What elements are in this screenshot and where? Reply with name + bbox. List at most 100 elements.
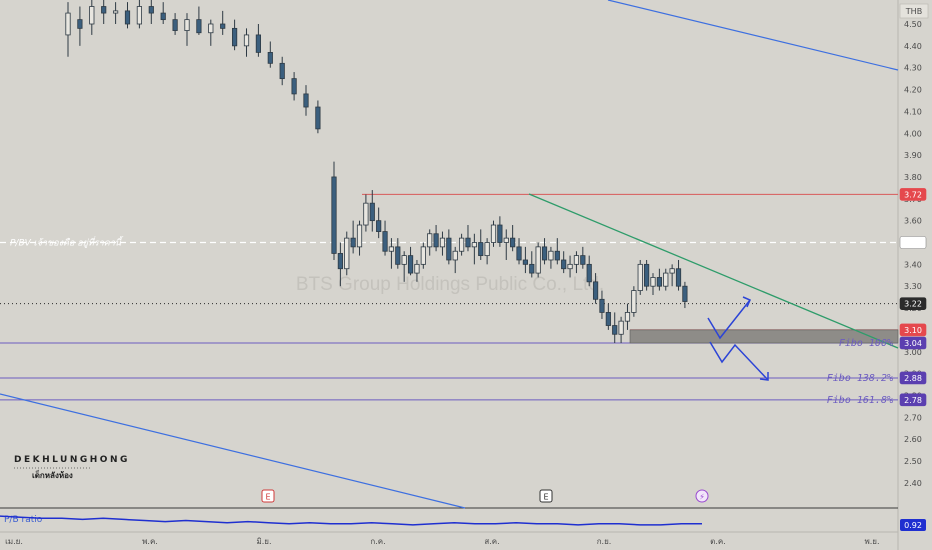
- candle-body[interactable]: [89, 6, 95, 25]
- candle-body[interactable]: [465, 237, 471, 248]
- candle-body[interactable]: [497, 224, 503, 243]
- trendline-blue-upper[interactable]: [607, 0, 899, 71]
- candle-body[interactable]: [484, 242, 490, 257]
- candle-body[interactable]: [136, 6, 142, 25]
- candle-body[interactable]: [554, 250, 560, 261]
- candle-body[interactable]: [388, 246, 395, 252]
- candle-body[interactable]: [160, 12, 166, 21]
- candle-body[interactable]: [446, 237, 452, 261]
- candle-body[interactable]: [382, 231, 388, 252]
- candle-body[interactable]: [113, 10, 119, 14]
- candle-body[interactable]: [561, 259, 567, 270]
- candle-body[interactable]: [682, 285, 688, 302]
- candle-body[interactable]: [452, 250, 458, 261]
- candle-body[interactable]: [503, 237, 509, 243]
- candle-body[interactable]: [101, 6, 107, 14]
- candle-body[interactable]: [243, 34, 250, 47]
- candle-body[interactable]: [573, 255, 580, 265]
- pb-ratio-line: [0, 515, 702, 526]
- projection-arrow-down[interactable]: [709, 341, 769, 381]
- candle-body[interactable]: [599, 298, 605, 313]
- candle-body[interactable]: [624, 312, 631, 322]
- candle-body[interactable]: [255, 34, 262, 53]
- candle-body[interactable]: [612, 325, 618, 335]
- x-tick-label: เม.ย.: [5, 537, 23, 546]
- candle-body[interactable]: [439, 237, 446, 248]
- candle-body[interactable]: [267, 52, 273, 64]
- candle-body[interactable]: [458, 237, 465, 252]
- candle-body[interactable]: [637, 263, 643, 291]
- candle-body[interactable]: [433, 233, 439, 248]
- event-marker-earnings-icon[interactable]: [539, 489, 553, 503]
- event-markers[interactable]: E E ⚡: [261, 489, 709, 503]
- candle-body[interactable]: [356, 224, 363, 248]
- candle-body[interactable]: [369, 202, 375, 222]
- currency-box[interactable]: [899, 3, 929, 19]
- projection-arrow-up-head: [742, 296, 751, 308]
- candle-body[interactable]: [529, 263, 535, 274]
- candle-body[interactable]: [395, 246, 401, 265]
- candle-body[interactable]: [363, 202, 369, 226]
- candle-body[interactable]: [510, 237, 516, 248]
- candle-body[interactable]: [196, 19, 202, 34]
- candle-body[interactable]: [478, 242, 484, 257]
- candle-body[interactable]: [580, 255, 586, 265]
- event-marker-dividend-icon[interactable]: [695, 489, 709, 503]
- projection-arrow-up[interactable]: [707, 299, 751, 340]
- event-marker-earnings-icon[interactable]: [261, 489, 275, 503]
- candle-body[interactable]: [656, 277, 662, 287]
- candle-body[interactable]: [420, 246, 426, 265]
- candle-body[interactable]: [231, 27, 238, 47]
- candle-body[interactable]: [541, 246, 548, 261]
- candle-body[interactable]: [669, 268, 675, 274]
- candle-body[interactable]: [586, 263, 592, 283]
- candle-body[interactable]: [350, 237, 356, 248]
- candle-body[interactable]: [414, 263, 420, 274]
- candle-body[interactable]: [65, 12, 71, 36]
- candle-body[interactable]: [644, 263, 650, 287]
- candle-body[interactable]: [675, 268, 682, 287]
- candle-body[interactable]: [522, 259, 529, 265]
- candle-body[interactable]: [148, 6, 154, 14]
- candle-body[interactable]: [291, 78, 297, 95]
- candle-body[interactable]: [407, 255, 414, 274]
- candle-body[interactable]: [401, 255, 407, 265]
- candle-body[interactable]: [77, 19, 83, 29]
- candle-body[interactable]: [471, 242, 477, 248]
- candle-body[interactable]: [631, 290, 637, 313]
- support-zone-box[interactable]: [629, 329, 899, 344]
- candle-body[interactable]: [535, 246, 541, 274]
- candle-body[interactable]: [618, 320, 624, 335]
- price-badge-value: 3.04: [904, 339, 922, 348]
- candle-body[interactable]: [344, 237, 350, 270]
- trendline-green-downtrend[interactable]: [528, 193, 899, 349]
- time-axis[interactable]: เม.ย. พ.ค. มิ.ย. ก.ค. ส.ค. ก.ย. ต.ค. พ.ย.: [5, 537, 879, 546]
- price-badge: [899, 323, 927, 337]
- candle-body[interactable]: [567, 263, 573, 270]
- candle-body[interactable]: [124, 10, 131, 25]
- candle-body[interactable]: [490, 224, 497, 243]
- candle-body[interactable]: [663, 272, 669, 287]
- candle-body[interactable]: [376, 220, 382, 232]
- candle-body[interactable]: [279, 62, 285, 80]
- candle-body[interactable]: [337, 253, 343, 270]
- indicator-value: 0.92: [904, 521, 922, 530]
- candle-body[interactable]: [184, 19, 190, 31]
- candle-body[interactable]: [220, 23, 226, 29]
- x-tick-label: ต.ค.: [710, 537, 726, 546]
- candle-body[interactable]: [516, 246, 522, 261]
- candle-body[interactable]: [303, 93, 309, 108]
- candle-body[interactable]: [650, 277, 656, 287]
- candle-body[interactable]: [172, 19, 178, 31]
- candle-body[interactable]: [331, 176, 337, 254]
- candle-body[interactable]: [208, 23, 214, 34]
- candle-body[interactable]: [592, 281, 599, 300]
- indicator-label[interactable]: P/B ratio: [4, 515, 43, 525]
- candle-body[interactable]: [427, 233, 433, 248]
- y-tick-label: 2.60: [904, 435, 922, 444]
- trendline-blue-lower[interactable]: [0, 393, 466, 509]
- candle-body[interactable]: [605, 312, 611, 326]
- candle-body[interactable]: [548, 250, 554, 261]
- candle-body[interactable]: [315, 106, 321, 130]
